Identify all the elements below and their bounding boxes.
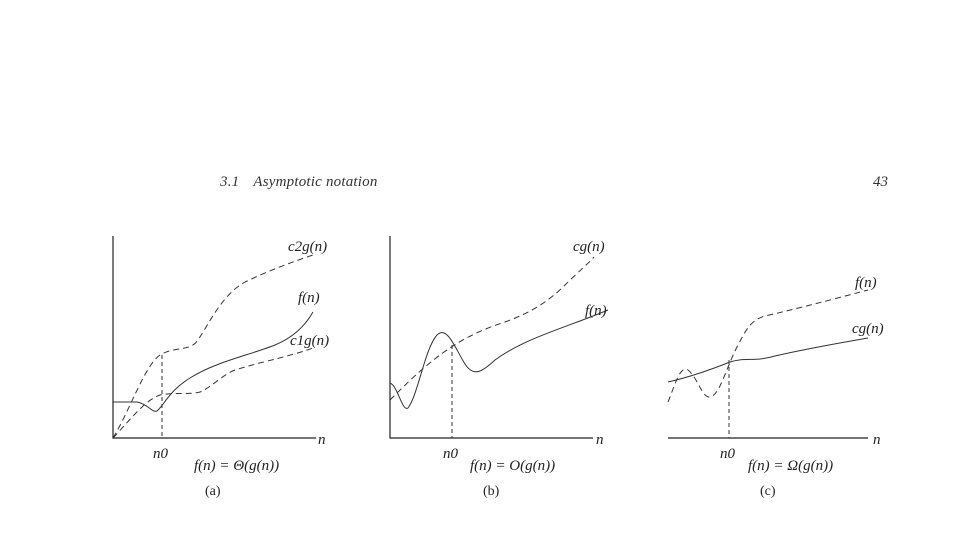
panel-c-caption: (c): [760, 484, 776, 499]
panel-a-lower-label: c1g(n): [290, 333, 329, 349]
panel-b-f-curve: [389, 309, 609, 409]
panel-a-caption: (a): [205, 484, 221, 499]
panel-b-x-label: n: [596, 432, 604, 448]
panel-c-f-label: f(n): [855, 275, 877, 291]
panel-c: f(n) cg(n) n n0 f(n) = Ω(g(n)) (c): [667, 275, 884, 499]
panel-c-n0-label: n0: [720, 446, 736, 462]
panel-a-x-label: n: [318, 432, 326, 448]
panel-a: c2g(n) f(n) c1g(n) n n0 f(n) = Θ(g(n)) (…: [112, 236, 329, 499]
panel-a-lower-bound-curve: [112, 347, 314, 439]
panel-b-axes: [389, 236, 593, 439]
panel-c-x-label: n: [873, 432, 881, 448]
panel-a-f-label: f(n): [298, 290, 320, 306]
page-number: 43: [873, 174, 888, 190]
panel-a-n0-label: n0: [153, 446, 169, 462]
panel-a-relation: f(n) = Θ(g(n)): [194, 458, 279, 474]
panel-a-upper-label: c2g(n): [288, 239, 327, 255]
panel-b-relation: f(n) = O(g(n)): [470, 458, 555, 474]
panel-c-f-curve: [667, 289, 869, 403]
panel-c-relation: f(n) = Ω(g(n)): [748, 458, 833, 474]
panel-c-lower-label: cg(n): [852, 321, 884, 337]
section-number: 3.1: [220, 174, 240, 190]
panel-b-upper-bound-curve: [389, 256, 595, 401]
panel-a-f-curve: [113, 311, 314, 412]
panel-b: cg(n) f(n) n n0 f(n) = O(g(n)) (b): [389, 236, 609, 499]
running-header: 3.1 Asymptotic notation: [220, 174, 378, 191]
panel-b-upper-label: cg(n): [573, 239, 605, 255]
panel-a-upper-bound-curve: [112, 253, 317, 439]
panel-b-caption: (b): [483, 484, 500, 499]
section-title: Asymptotic notation: [253, 174, 378, 190]
panel-c-lower-bound-curve: [667, 337, 869, 383]
panel-b-n0-label: n0: [443, 446, 459, 462]
panel-b-f-label: f(n): [585, 303, 607, 319]
panel-a-axes: [112, 236, 316, 439]
